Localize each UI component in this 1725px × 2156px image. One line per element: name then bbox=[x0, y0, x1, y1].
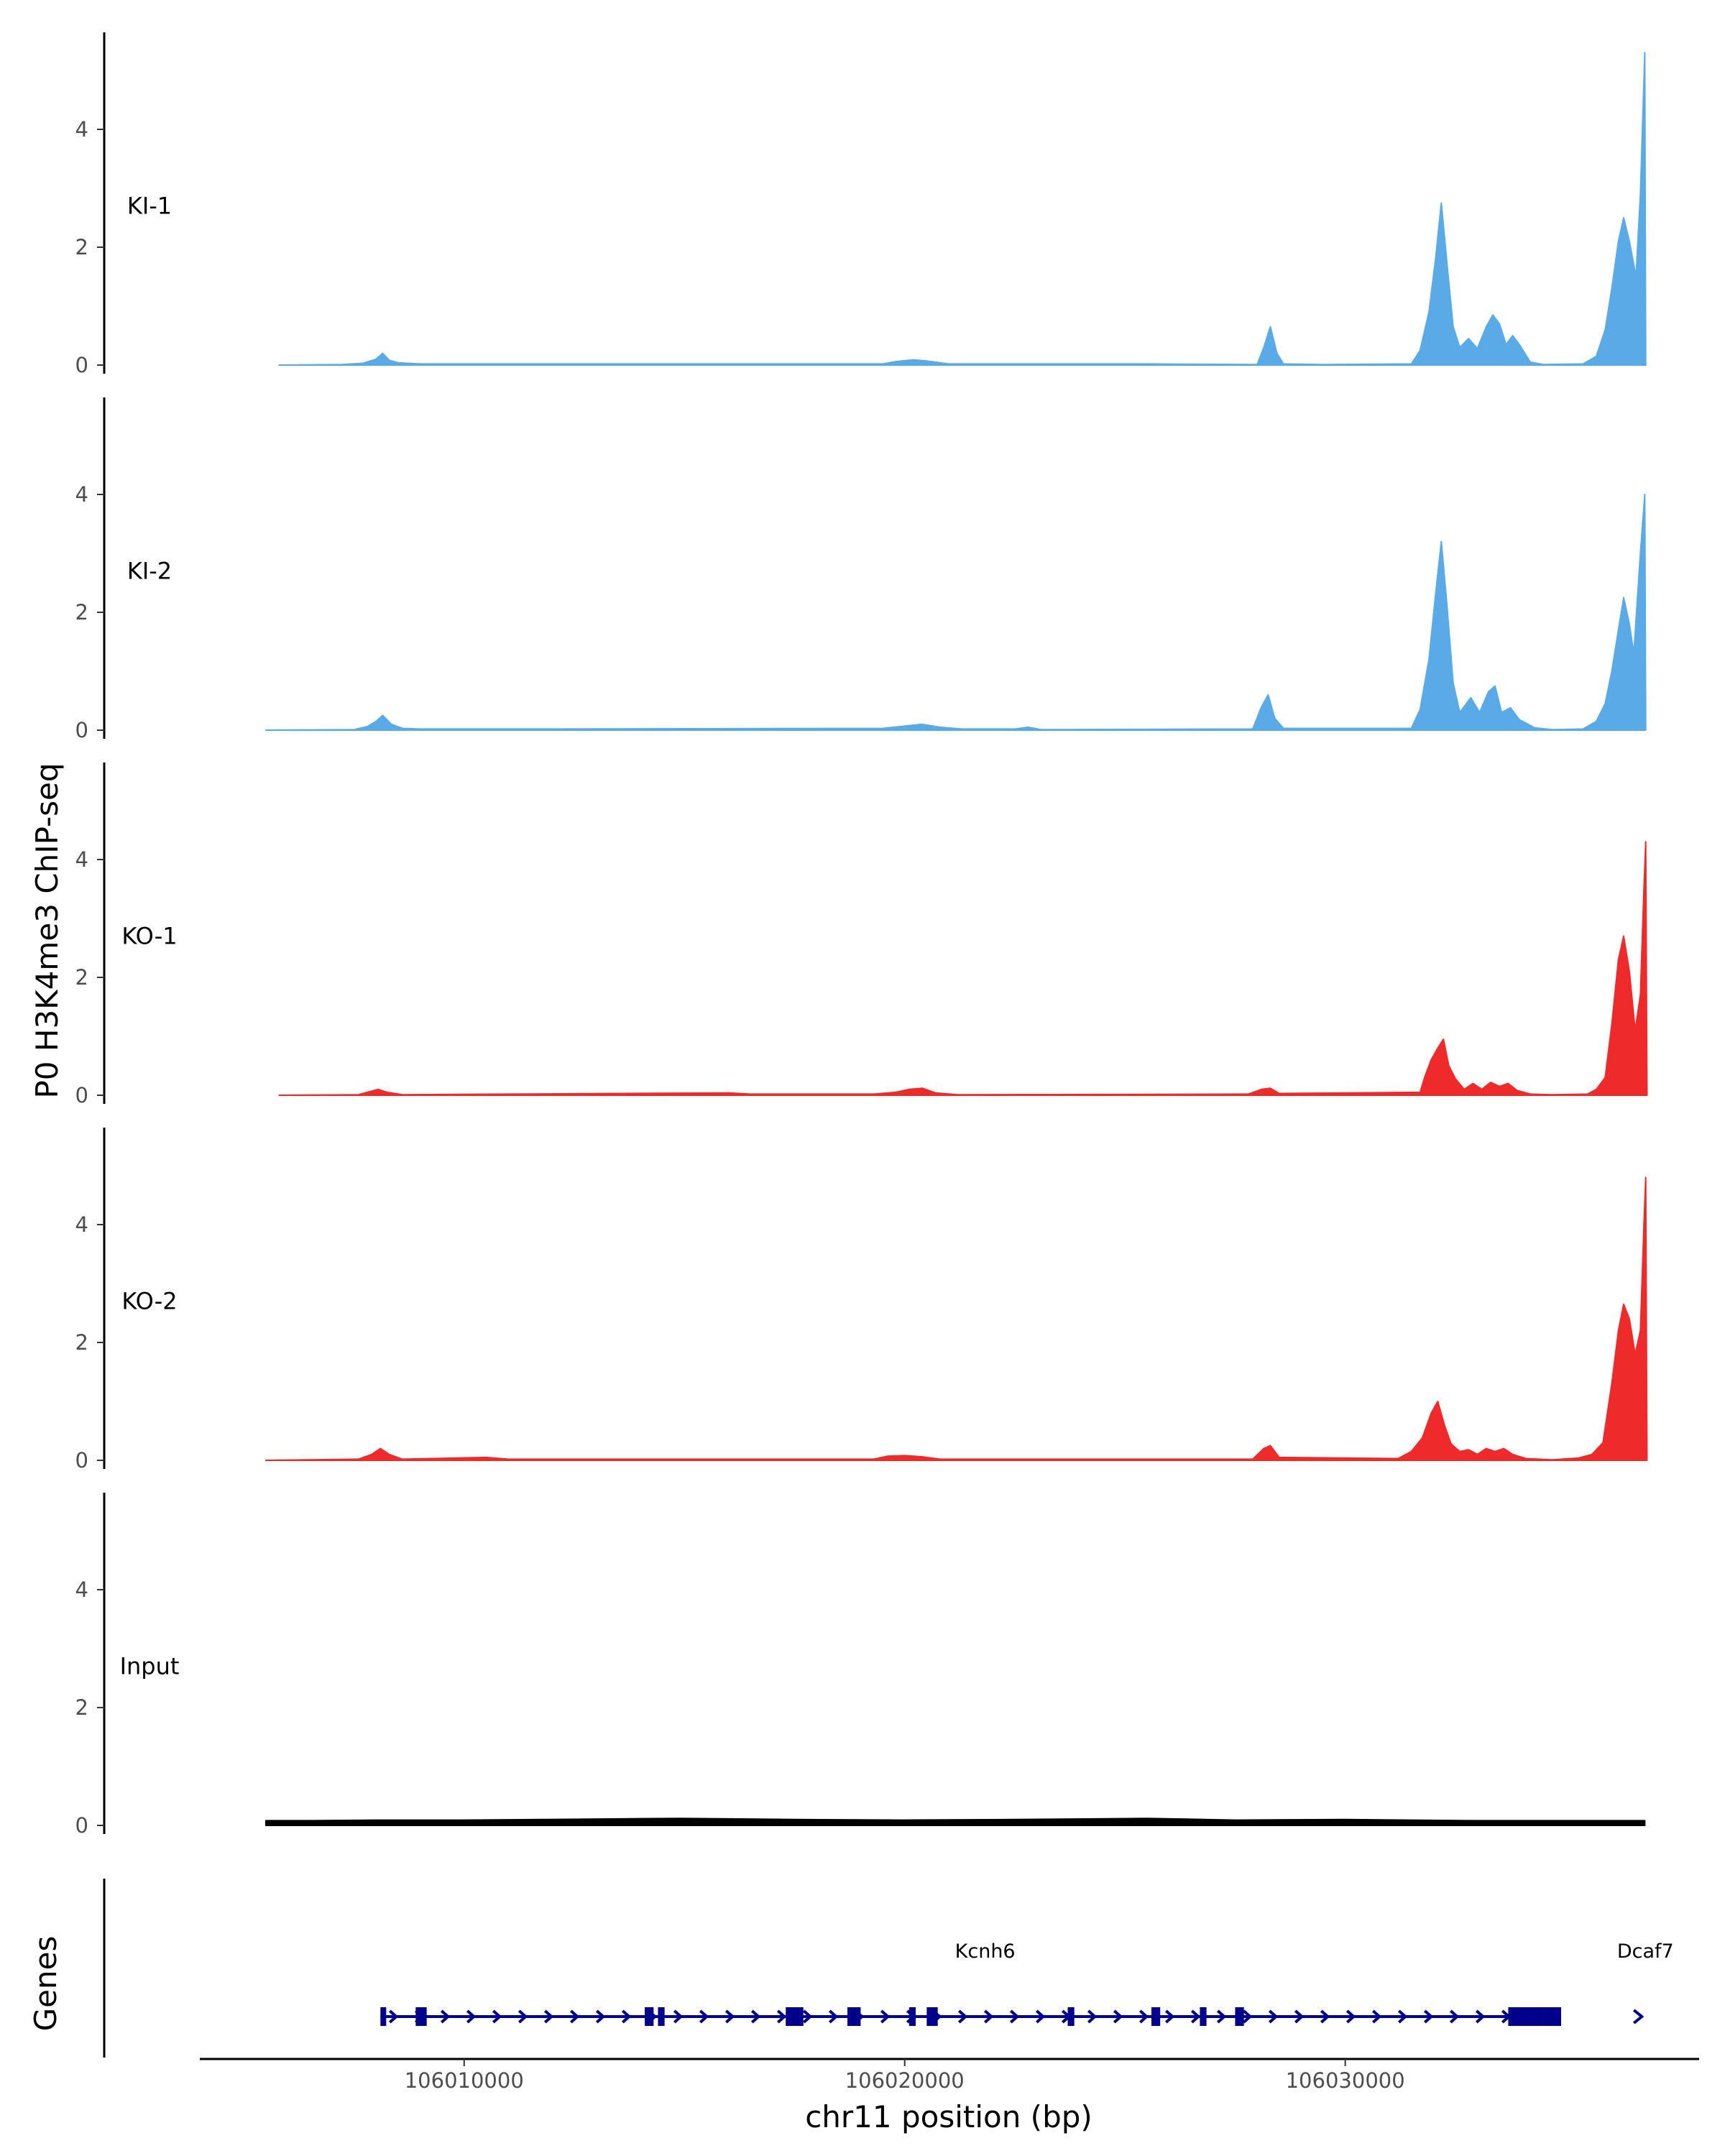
x-tick-label: 106010000 bbox=[405, 2068, 524, 2093]
exon-block bbox=[1067, 2007, 1075, 2026]
x-tick-label: 106020000 bbox=[845, 2068, 965, 2093]
exon-block bbox=[1200, 2007, 1207, 2026]
exon-block bbox=[380, 2007, 387, 2026]
y-tick-label: 0 bbox=[75, 1448, 88, 1473]
strand-arrow bbox=[1294, 2009, 1305, 2024]
y-axis-title: P0 H3K4me3 ChIP-seq bbox=[29, 763, 65, 1098]
strand-arrow bbox=[1475, 2009, 1486, 2024]
y-tick-label: 0 bbox=[75, 1813, 88, 1838]
signal-area-ki-2 bbox=[264, 494, 1647, 731]
y-tick-label: 4 bbox=[75, 117, 88, 142]
track-label: KI-1 bbox=[127, 193, 172, 220]
gene-dcaf7: Dcaf7 bbox=[1617, 1940, 1674, 2024]
signal-area-ki-1 bbox=[278, 52, 1647, 366]
strand-arrow bbox=[828, 2009, 839, 2024]
exon-block bbox=[415, 2007, 427, 2026]
x-tick-label: 106030000 bbox=[1286, 2068, 1405, 2093]
track-label: KI-2 bbox=[127, 558, 172, 585]
gene-label: Dcaf7 bbox=[1617, 1940, 1674, 1963]
signal-tracks: 0 2 4 KI-1 0 2 4 KI-2 0 2 4 KO-1 0 2 4 KO-2 0 2 4 Input bbox=[75, 32, 1648, 1838]
signal-area-input bbox=[264, 1818, 1646, 1826]
track-ko-1: 0 2 4 KO-1 bbox=[75, 763, 1648, 1107]
track-input: 0 2 4 Input bbox=[75, 1493, 1646, 1838]
gene-kcnh6: Kcnh6 bbox=[380, 1940, 1561, 2026]
y-tick-label: 4 bbox=[75, 1577, 88, 1602]
strand-arrow bbox=[1138, 2009, 1149, 2024]
track-label: Input bbox=[120, 1653, 180, 1680]
strand-arrow bbox=[1371, 2009, 1382, 2024]
strand-arrow bbox=[1632, 2009, 1644, 2024]
x-axis: 106010000 106020000 106030000 bbox=[200, 2058, 1699, 2093]
y-tick-label: 4 bbox=[75, 1212, 88, 1237]
y-tick-label: 2 bbox=[75, 1695, 88, 1720]
exon-block bbox=[645, 2007, 654, 2026]
strand-arrow bbox=[1268, 2009, 1279, 2024]
signal-area-ko-1 bbox=[278, 841, 1648, 1096]
y-tick-label: 0 bbox=[75, 353, 88, 377]
strand-arrow bbox=[1346, 2009, 1356, 2024]
strand-arrow bbox=[1216, 2009, 1227, 2024]
exon-block bbox=[1508, 2007, 1544, 2026]
exon-block bbox=[1235, 2007, 1244, 2026]
track-label: KO-2 bbox=[121, 1288, 177, 1315]
strand-arrow bbox=[518, 2009, 528, 2024]
exon-block bbox=[847, 2007, 861, 2026]
strand-arrow bbox=[595, 2009, 606, 2024]
track-ki-2: 0 2 4 KI-2 bbox=[75, 397, 1647, 742]
y-tick-label: 2 bbox=[75, 1330, 88, 1355]
exon-block bbox=[658, 2007, 665, 2026]
strand-arrow bbox=[802, 2009, 813, 2024]
y-tick-label: 0 bbox=[75, 718, 88, 742]
strand-arrow bbox=[492, 2009, 502, 2024]
strand-arrow bbox=[1113, 2009, 1123, 2024]
y-tick-label: 4 bbox=[75, 482, 88, 507]
track-ko-2: 0 2 4 KO-2 bbox=[75, 1128, 1648, 1473]
strand-arrow bbox=[466, 2009, 477, 2024]
strand-arrow bbox=[1035, 2009, 1046, 2024]
exon-block bbox=[908, 2007, 916, 2026]
y-tick-label: 2 bbox=[75, 235, 88, 259]
y-tick-label: 2 bbox=[75, 965, 88, 990]
genes-axis-title: Genes bbox=[28, 1936, 63, 2032]
gene-label: Kcnh6 bbox=[955, 1940, 1016, 1963]
track-ki-1: 0 2 4 KI-1 bbox=[75, 32, 1647, 377]
exon-block bbox=[1151, 2007, 1161, 2026]
strand-arrow bbox=[776, 2009, 787, 2024]
y-tick-label: 0 bbox=[75, 1083, 88, 1107]
exon-block bbox=[926, 2007, 938, 2026]
strand-arrow bbox=[1242, 2009, 1253, 2024]
track-label: KO-1 bbox=[121, 923, 177, 950]
strand-arrow bbox=[388, 2009, 399, 2024]
strand-arrow bbox=[750, 2009, 761, 2024]
strand-arrow bbox=[1320, 2009, 1330, 2024]
strand-arrow bbox=[1190, 2009, 1201, 2024]
strand-arrow bbox=[724, 2009, 735, 2024]
strand-arrow bbox=[1164, 2009, 1175, 2024]
strand-arrow bbox=[673, 2009, 684, 2024]
strand-arrow bbox=[621, 2009, 632, 2024]
strand-arrow bbox=[440, 2009, 451, 2024]
strand-arrow bbox=[957, 2009, 968, 2024]
strand-arrow bbox=[1087, 2009, 1098, 2024]
strand-arrow bbox=[880, 2009, 891, 2024]
y-tick-label: 2 bbox=[75, 600, 88, 625]
y-tick-label: 4 bbox=[75, 847, 88, 872]
strand-arrow bbox=[569, 2009, 580, 2024]
exon-block bbox=[786, 2007, 804, 2026]
strand-arrow bbox=[1423, 2009, 1434, 2024]
strand-arrow bbox=[699, 2009, 709, 2024]
exon-block bbox=[1543, 2007, 1561, 2026]
x-axis-title: chr11 position (bp) bbox=[805, 2099, 1092, 2134]
gene-panel: Kcnh6 Dcaf7 bbox=[103, 1879, 1674, 2058]
signal-area-ko-2 bbox=[264, 1176, 1648, 1461]
strand-arrow bbox=[1449, 2009, 1460, 2024]
strand-arrow bbox=[983, 2009, 994, 2024]
strand-arrow bbox=[543, 2009, 554, 2024]
strand-arrow bbox=[1009, 2009, 1020, 2024]
strand-arrow bbox=[1397, 2009, 1408, 2024]
